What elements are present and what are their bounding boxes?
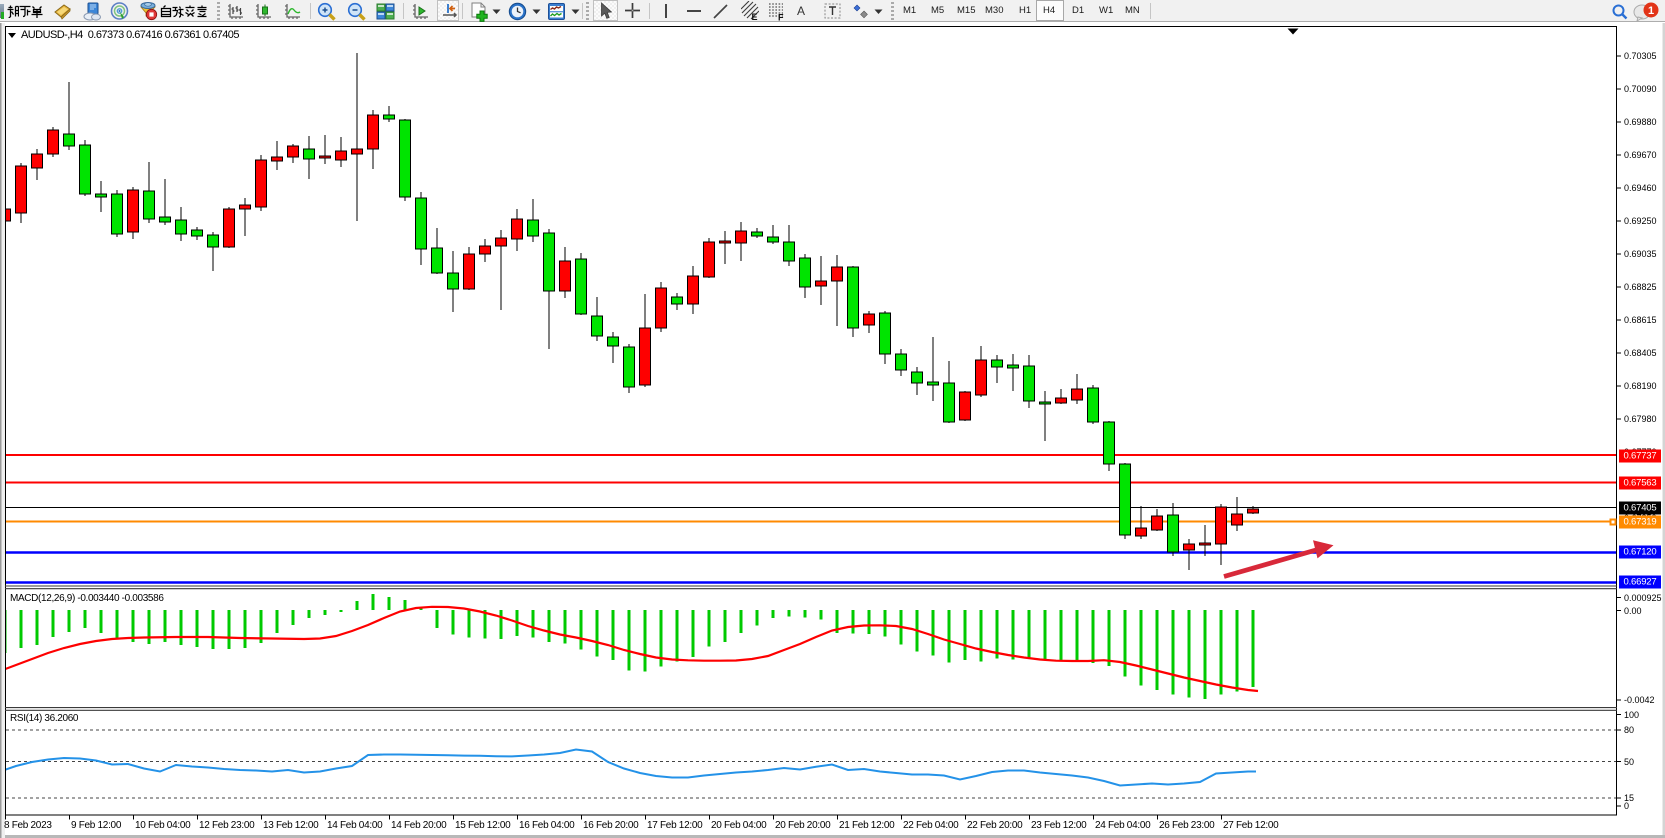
- svg-text:E: E: [752, 12, 758, 21]
- svg-text:F: F: [778, 13, 784, 22]
- svg-text:1: 1: [1648, 5, 1654, 17]
